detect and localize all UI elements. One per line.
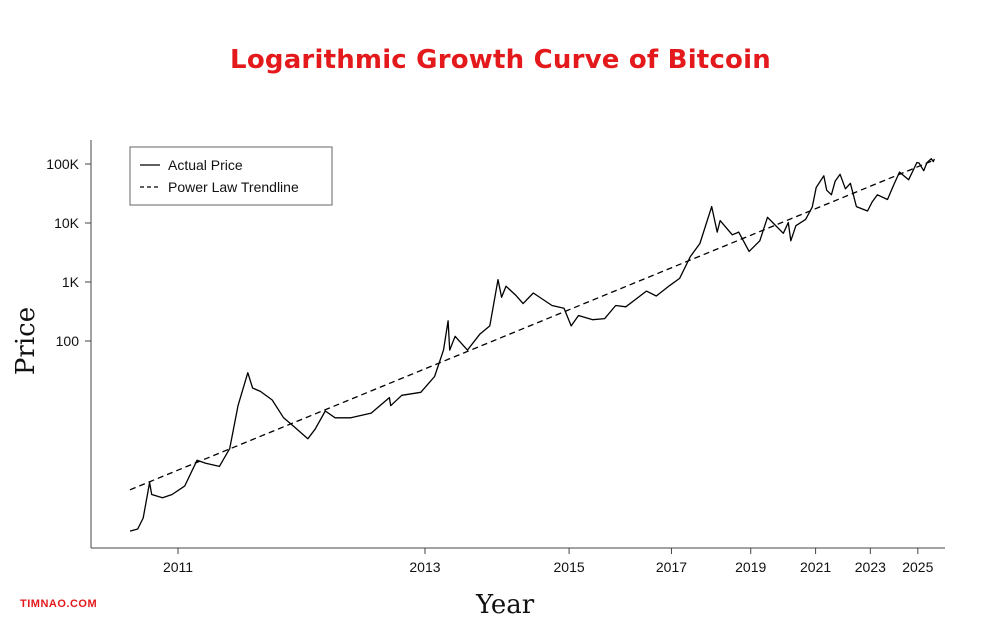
x-tick-label: 2015 [554,559,585,575]
x-tick-label: 2025 [902,559,933,575]
y-tick-label: 100 [56,333,80,349]
legend-entry-actual-price: Actual Price [168,157,243,173]
watermark: TIMNAO.COM [20,598,98,610]
x-tick-label: 2017 [656,559,687,575]
legend: Actual Price Power Law Trendline [129,146,333,206]
legend-box [129,146,333,206]
chart-title: Logarithmic Growth Curve of Bitcoin [230,45,771,75]
x-axis-label: Year [476,590,535,620]
x-tick-label: 2013 [409,559,440,575]
y-tick-label: 1K [62,274,80,290]
x-tick-label: 2011 [163,559,193,575]
y-tick-label: 100K [46,156,79,172]
x-tick-label: 2023 [855,559,886,575]
x-tick-label: 2021 [800,559,831,575]
x-tick-label: 2019 [735,559,766,575]
y-tick-label: 10K [54,215,80,231]
legend-entry-trendline: Power Law Trendline [168,179,299,195]
price-series [129,158,935,532]
trendline-series [129,159,935,491]
